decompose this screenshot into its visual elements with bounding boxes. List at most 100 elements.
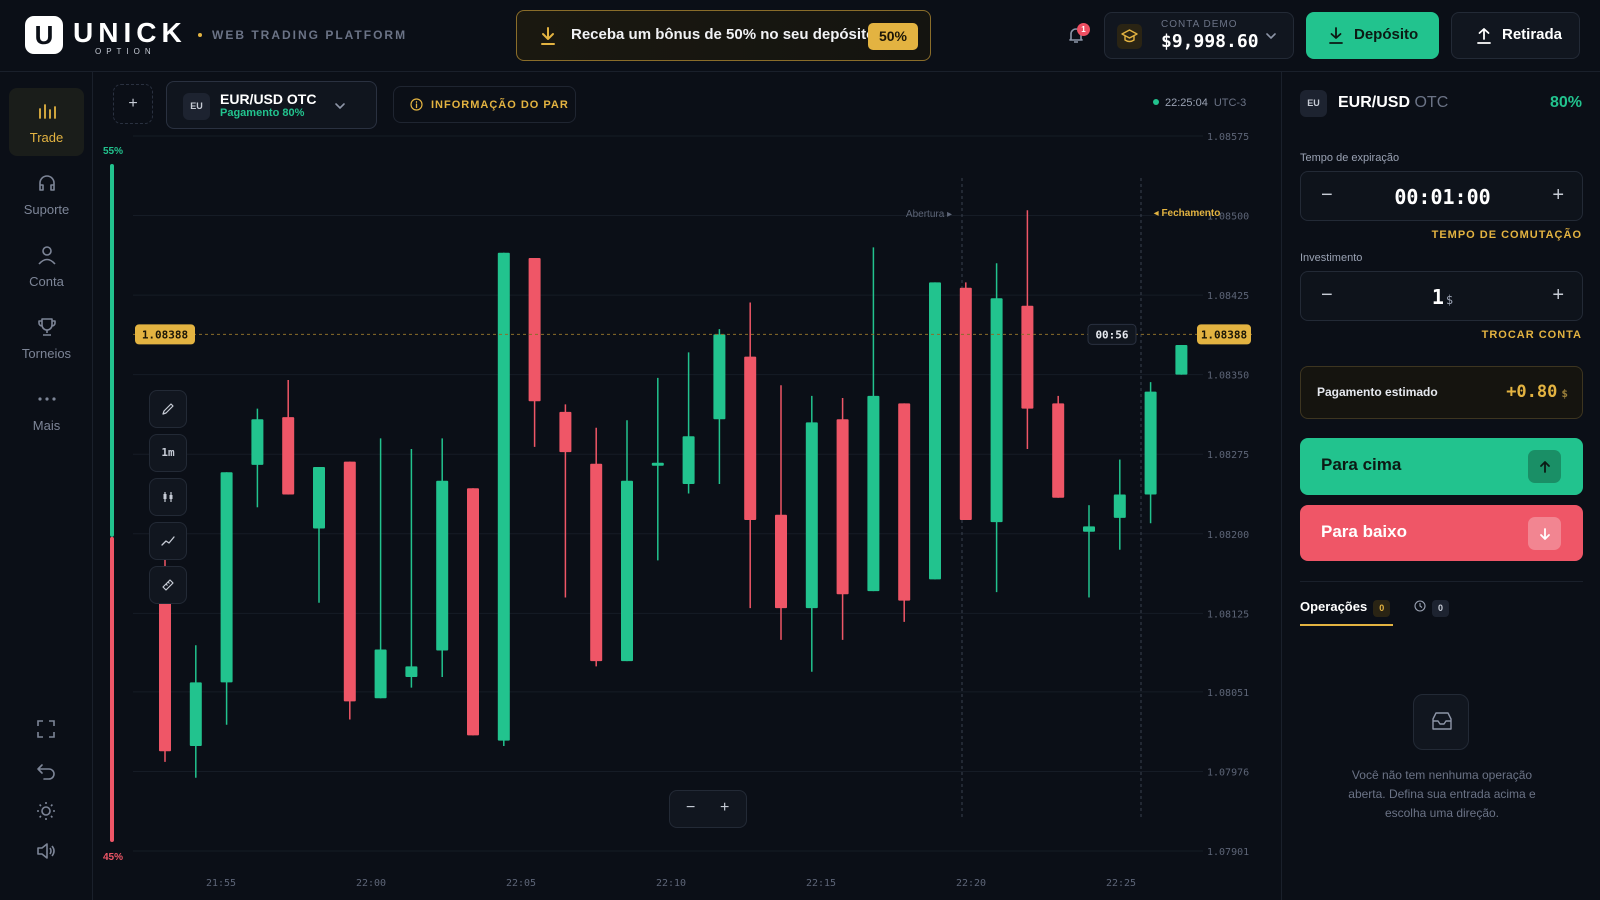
y-tick-label: 1.08275 bbox=[1207, 450, 1249, 461]
pair-name: EUR/USD OTC bbox=[220, 91, 317, 107]
undo-icon[interactable] bbox=[35, 760, 57, 782]
chevron-down-icon bbox=[1266, 33, 1276, 40]
expiration-decrease-button[interactable]: − bbox=[1321, 184, 1333, 206]
zoom-out-button[interactable]: − bbox=[686, 799, 696, 816]
panel-pair-suffix: OTC bbox=[1414, 94, 1449, 111]
pair-payout: Pagamento 80% bbox=[220, 107, 305, 119]
investment-currency: $ bbox=[1445, 293, 1454, 307]
buy-up-button[interactable]: Para cima bbox=[1300, 438, 1583, 495]
ruler-icon bbox=[162, 579, 174, 591]
pair-flag: EU bbox=[183, 93, 210, 120]
logo-subtext: OPTION bbox=[95, 47, 156, 56]
buy-up-label: Para cima bbox=[1321, 455, 1402, 474]
candle-body bbox=[713, 334, 726, 420]
tab-operations[interactable]: Operações 0 bbox=[1300, 599, 1391, 617]
indicator-button[interactable] bbox=[149, 522, 187, 560]
investment-label: Investimento bbox=[1300, 252, 1363, 264]
sidebar-item-label: Mais bbox=[32, 418, 61, 433]
candlestick-chart[interactable]: 1.08575 1.08500 1.08425 1.08350 1.08275 1.082… bbox=[93, 72, 1281, 900]
y-tick-label: 1.08575 bbox=[1207, 132, 1249, 143]
y-tick-label: 1.07976 bbox=[1207, 767, 1249, 778]
sidebar-item-support[interactable]: Suporte bbox=[9, 160, 84, 228]
arrow-up-icon bbox=[1528, 450, 1561, 483]
investment-increase-button[interactable]: + bbox=[1552, 284, 1564, 306]
deposit-button[interactable]: Depósito bbox=[1306, 12, 1439, 59]
candle-body bbox=[682, 436, 695, 484]
sun-icon[interactable] bbox=[35, 800, 57, 822]
expiration-value[interactable]: 00:01:00 bbox=[1394, 185, 1491, 209]
empty-operations-message: Você não tem nenhuma operação aberta. De… bbox=[1348, 768, 1536, 820]
candle-body bbox=[1113, 494, 1126, 518]
estimated-payout-currency: $ bbox=[1561, 387, 1568, 400]
current-price-label-left: 1.08388 bbox=[142, 328, 188, 341]
candle-body bbox=[651, 462, 664, 466]
timeframe-button[interactable]: 1m bbox=[149, 434, 187, 472]
candle-body bbox=[343, 461, 356, 702]
candle-timer-box bbox=[1087, 323, 1137, 345]
candle-body bbox=[1175, 344, 1188, 375]
pencil-tool-button[interactable] bbox=[149, 390, 187, 428]
pair-info-button[interactable]: INFORMAÇÃO DO PAR bbox=[393, 86, 576, 123]
candle-body bbox=[805, 422, 818, 609]
y-tick-label: 1.08425 bbox=[1207, 291, 1249, 302]
candle-body bbox=[836, 419, 849, 595]
candle-body bbox=[220, 472, 233, 683]
sell-down-button[interactable]: Para baixo bbox=[1300, 505, 1583, 561]
y-tick-label: 1.08125 bbox=[1207, 609, 1249, 620]
y-tick-label: 1.08500 bbox=[1207, 212, 1249, 223]
candle-type-button[interactable] bbox=[149, 478, 187, 516]
candle-body bbox=[374, 649, 387, 699]
clock-time: 22:25:04 bbox=[1165, 97, 1208, 109]
trophy-icon bbox=[38, 318, 56, 336]
clock-timezone: UTC-3 bbox=[1213, 97, 1247, 109]
account-switcher[interactable]: CONTA DEMO $9,998.60 bbox=[1104, 12, 1294, 59]
panel-payout: 80% bbox=[1549, 94, 1582, 111]
candle-body bbox=[1021, 305, 1034, 409]
pair-selector[interactable]: EU EUR/USD OTC Pagamento 80% bbox=[166, 81, 377, 129]
ruler-button[interactable] bbox=[149, 566, 187, 604]
withdraw-label: Retirada bbox=[1502, 26, 1563, 43]
y-tick-label: 1.08350 bbox=[1207, 371, 1249, 382]
clock-icon bbox=[1414, 600, 1426, 612]
zoom-in-button[interactable]: + bbox=[720, 799, 730, 816]
user-icon bbox=[38, 246, 56, 265]
estimated-payout-value: +0.80 bbox=[1506, 382, 1558, 402]
x-tick-label: 21:55 bbox=[206, 878, 236, 889]
candle-body bbox=[189, 682, 202, 746]
sidebar-item-tournaments[interactable]: Torneios bbox=[9, 304, 84, 372]
left-sidebar: Trade Suporte Conta Torneios Mais bbox=[0, 72, 93, 900]
sell-down-label: Para baixo bbox=[1321, 522, 1407, 541]
deposit-bonus-banner[interactable]: Receba um bônus de 50% no seu depósito 5… bbox=[516, 10, 931, 61]
download-icon bbox=[1329, 27, 1343, 44]
sentiment-down-label: 45% bbox=[103, 852, 123, 863]
switch-account-link[interactable]: TROCAR CONTA bbox=[1481, 329, 1582, 341]
graduation-cap-icon bbox=[1117, 24, 1142, 49]
withdraw-button[interactable]: Retirada bbox=[1451, 12, 1580, 59]
add-chart-button[interactable]: + bbox=[113, 84, 153, 124]
sidebar-item-more[interactable]: Mais bbox=[9, 376, 84, 444]
chart-area[interactable]: 1.08575 1.08500 1.08425 1.08350 1.08275 1.082… bbox=[93, 72, 1281, 900]
candle-body bbox=[313, 466, 325, 529]
panel-pair-flag: EU bbox=[1300, 90, 1327, 117]
candle-body bbox=[282, 417, 295, 495]
fullscreen-icon[interactable] bbox=[35, 718, 57, 740]
candle-timer-label: 00:56 bbox=[1095, 328, 1128, 341]
investment-decrease-button[interactable]: − bbox=[1321, 284, 1333, 306]
investment-value-wrap[interactable]: 1 $ bbox=[1301, 285, 1584, 309]
tab-history-count: 0 bbox=[1432, 600, 1449, 617]
x-tick-label: 22:00 bbox=[356, 878, 386, 889]
sidebar-item-trade[interactable]: Trade bbox=[9, 88, 84, 156]
candle-body bbox=[744, 356, 757, 521]
candle-body bbox=[405, 666, 418, 678]
tab-history[interactable]: 0 bbox=[1414, 599, 1449, 617]
sentiment-up-label: 55% bbox=[103, 146, 123, 157]
tab-operations-count: 0 bbox=[1373, 600, 1391, 617]
chart-bars-icon bbox=[39, 104, 56, 119]
sidebar-item-account[interactable]: Conta bbox=[9, 232, 84, 300]
switch-time-link[interactable]: TEMPO DE COMUTAÇÃO bbox=[1431, 229, 1582, 241]
candle-body bbox=[867, 395, 880, 592]
logo[interactable]: U UNICK OPTION bbox=[25, 16, 182, 56]
expiration-increase-button[interactable]: + bbox=[1552, 184, 1564, 206]
candle-body bbox=[959, 287, 972, 521]
volume-icon[interactable] bbox=[35, 840, 57, 862]
